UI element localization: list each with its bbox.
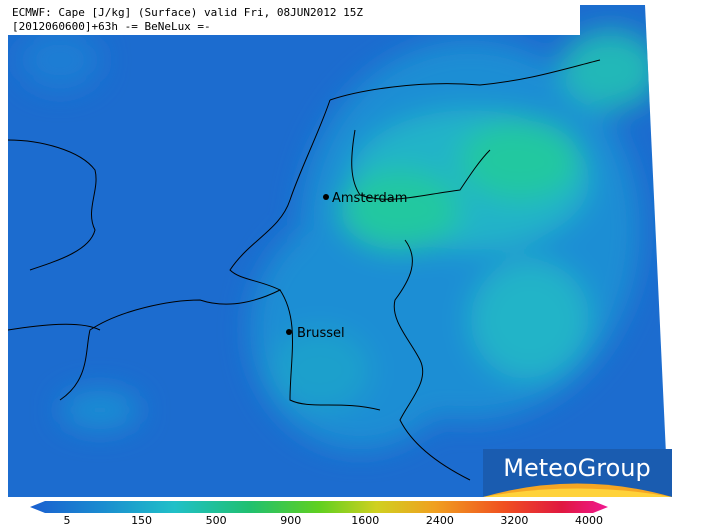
- colorbar-label: 3200: [500, 514, 528, 526]
- city-dot: [286, 329, 292, 335]
- colorbar-label: 2400: [426, 514, 454, 526]
- colorbar-label: 500: [206, 514, 227, 526]
- city-label: Brussel: [297, 326, 345, 341]
- colorbar-label: 4000: [575, 514, 603, 526]
- coastline: [8, 59, 601, 481]
- colorbar: [30, 501, 608, 513]
- colorbar-label: 5: [64, 514, 71, 526]
- header-line: ECMWF: Cape [J/kg] (Surface) valid Fri, …: [12, 6, 363, 19]
- colorbar-label: 150: [131, 514, 152, 526]
- city-dot: [323, 194, 329, 200]
- logo: MeteoGroup: [483, 449, 672, 497]
- header-line: [2012060600]+63h -= BeNeLux =-: [12, 20, 211, 33]
- header-box: [8, 5, 580, 35]
- colorbar-label: 900: [280, 514, 301, 526]
- city-label: Amsterdam: [332, 191, 407, 206]
- logo-text: MeteoGroup: [503, 454, 650, 482]
- colorbar-label: 1600: [351, 514, 379, 526]
